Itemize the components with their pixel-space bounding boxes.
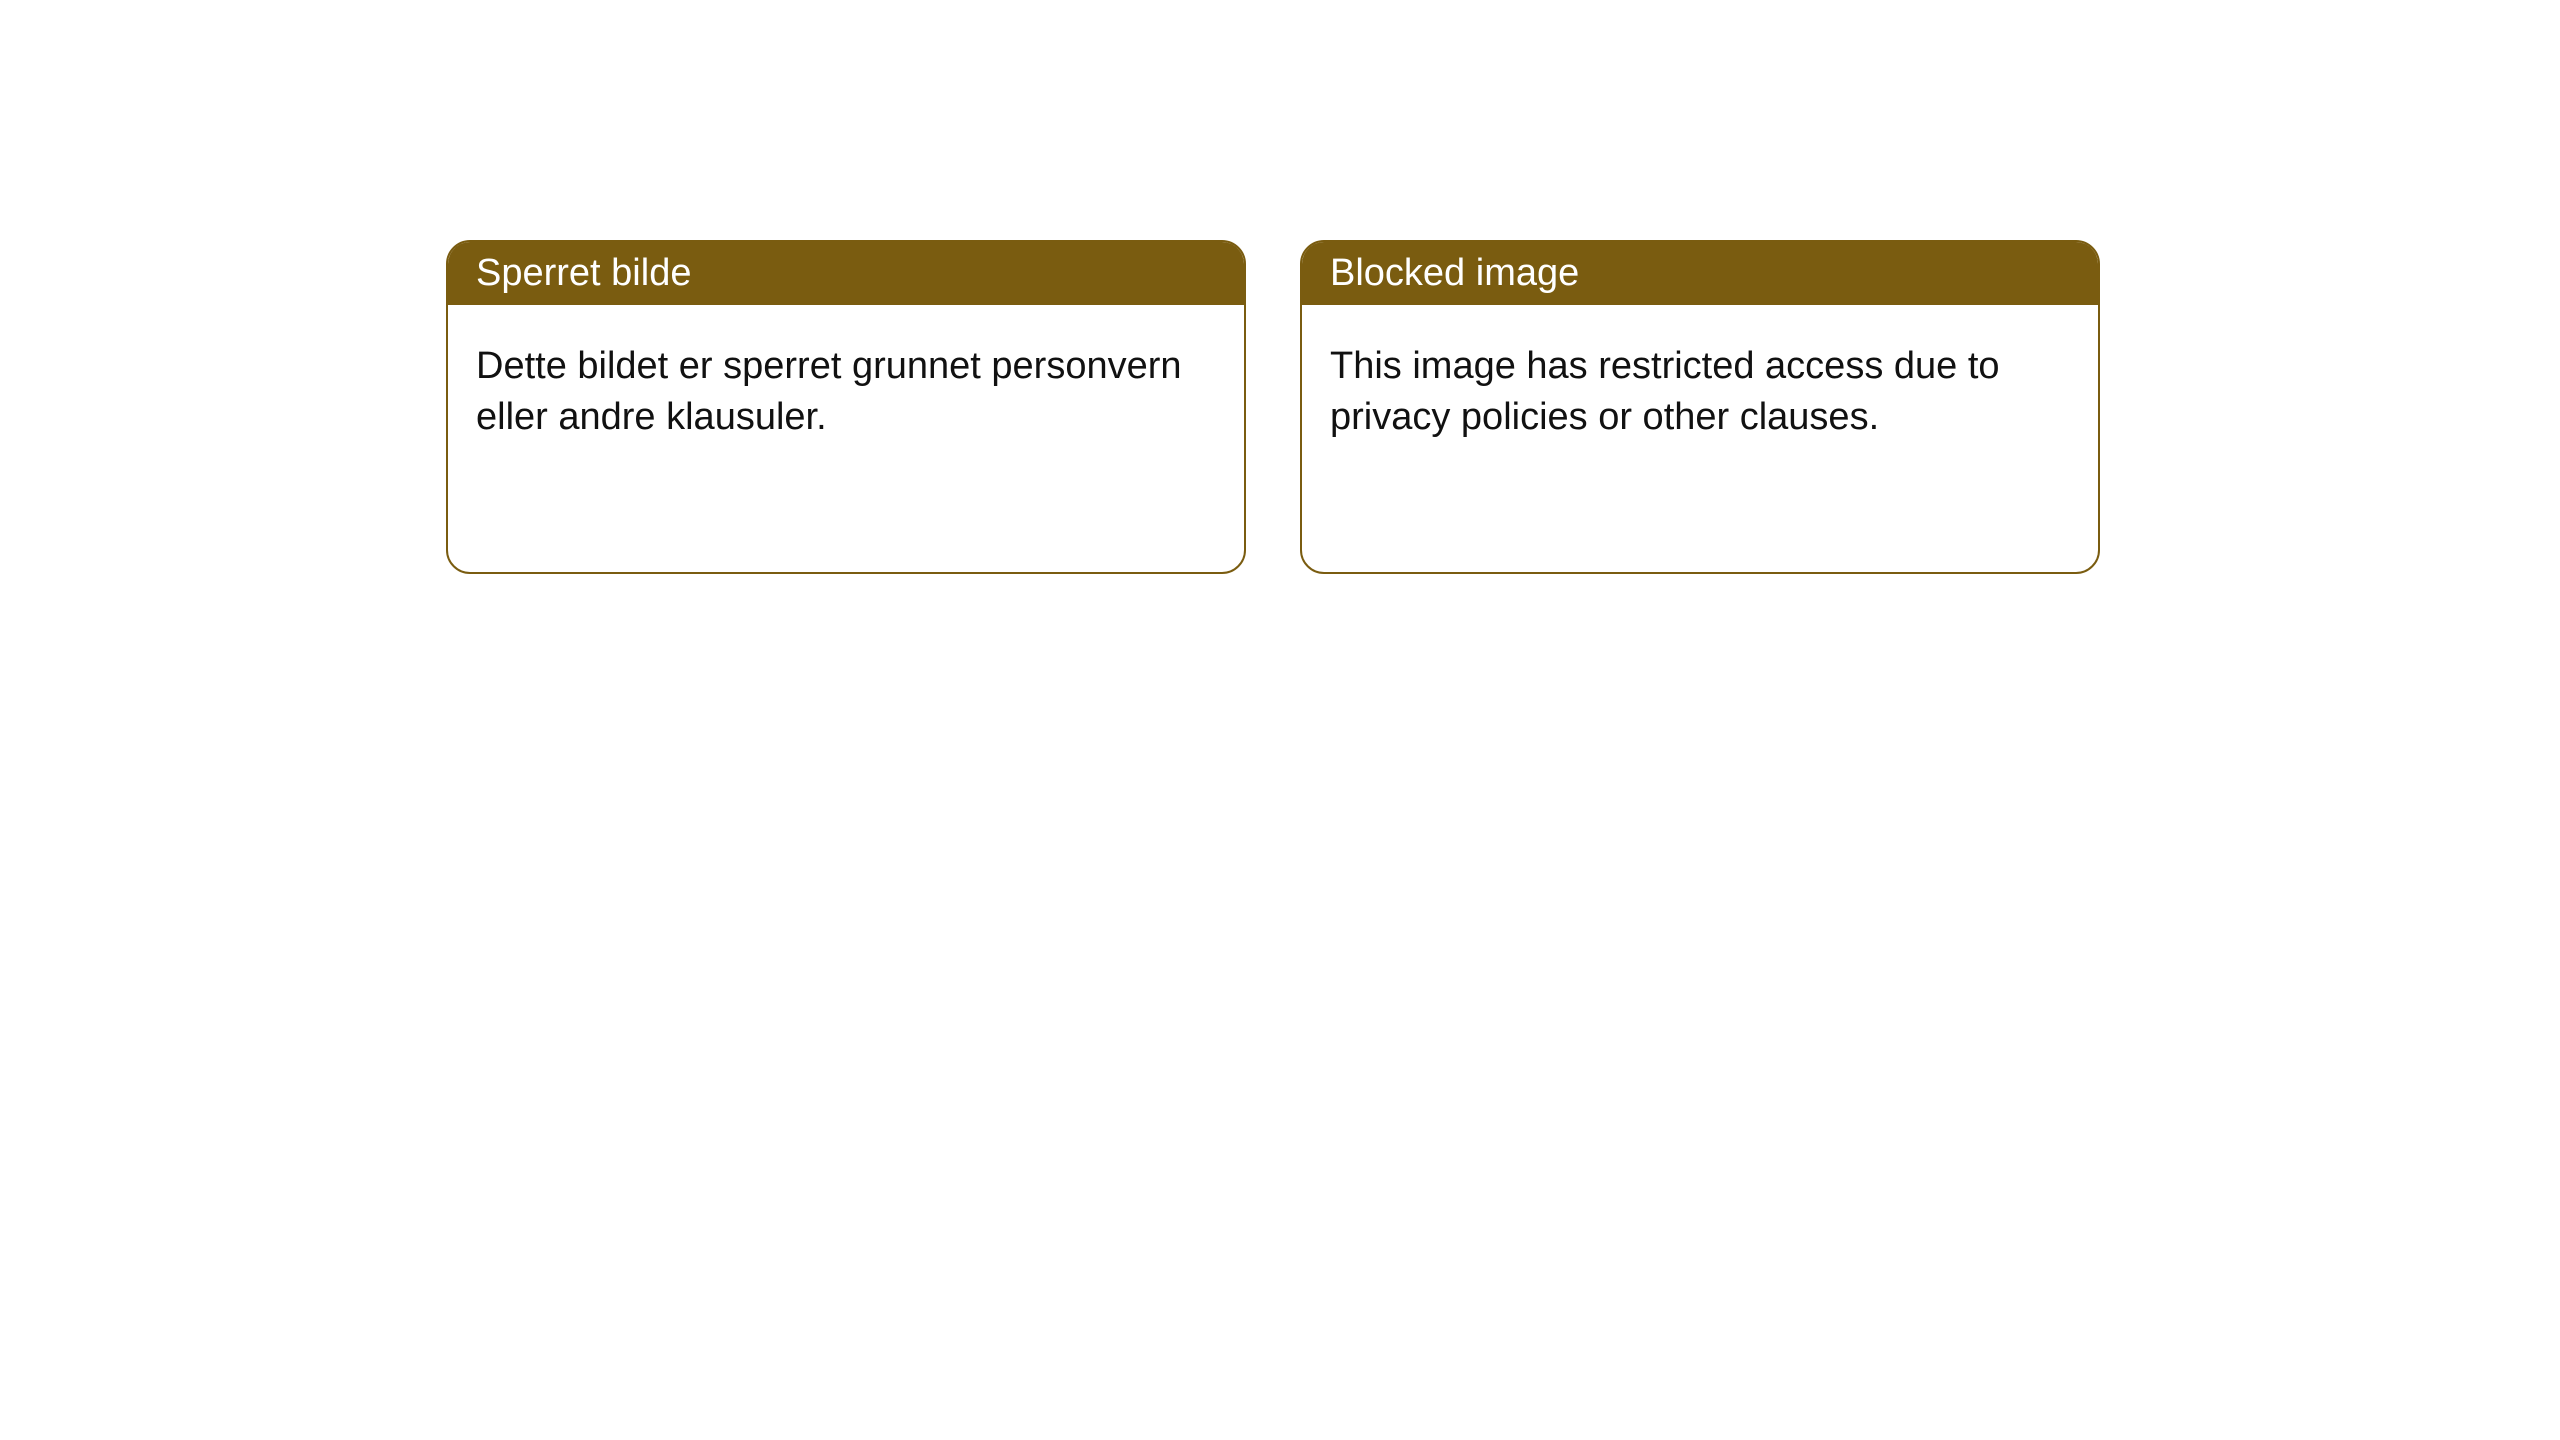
notice-title-norwegian: Sperret bilde [448, 242, 1244, 305]
notice-card-english: Blocked image This image has restricted … [1300, 240, 2100, 574]
notice-title-english: Blocked image [1302, 242, 2098, 305]
notice-cards-container: Sperret bilde Dette bildet er sperret gr… [0, 0, 2560, 574]
notice-card-norwegian: Sperret bilde Dette bildet er sperret gr… [446, 240, 1246, 574]
notice-body-norwegian: Dette bildet er sperret grunnet personve… [448, 305, 1244, 480]
notice-body-english: This image has restricted access due to … [1302, 305, 2098, 480]
